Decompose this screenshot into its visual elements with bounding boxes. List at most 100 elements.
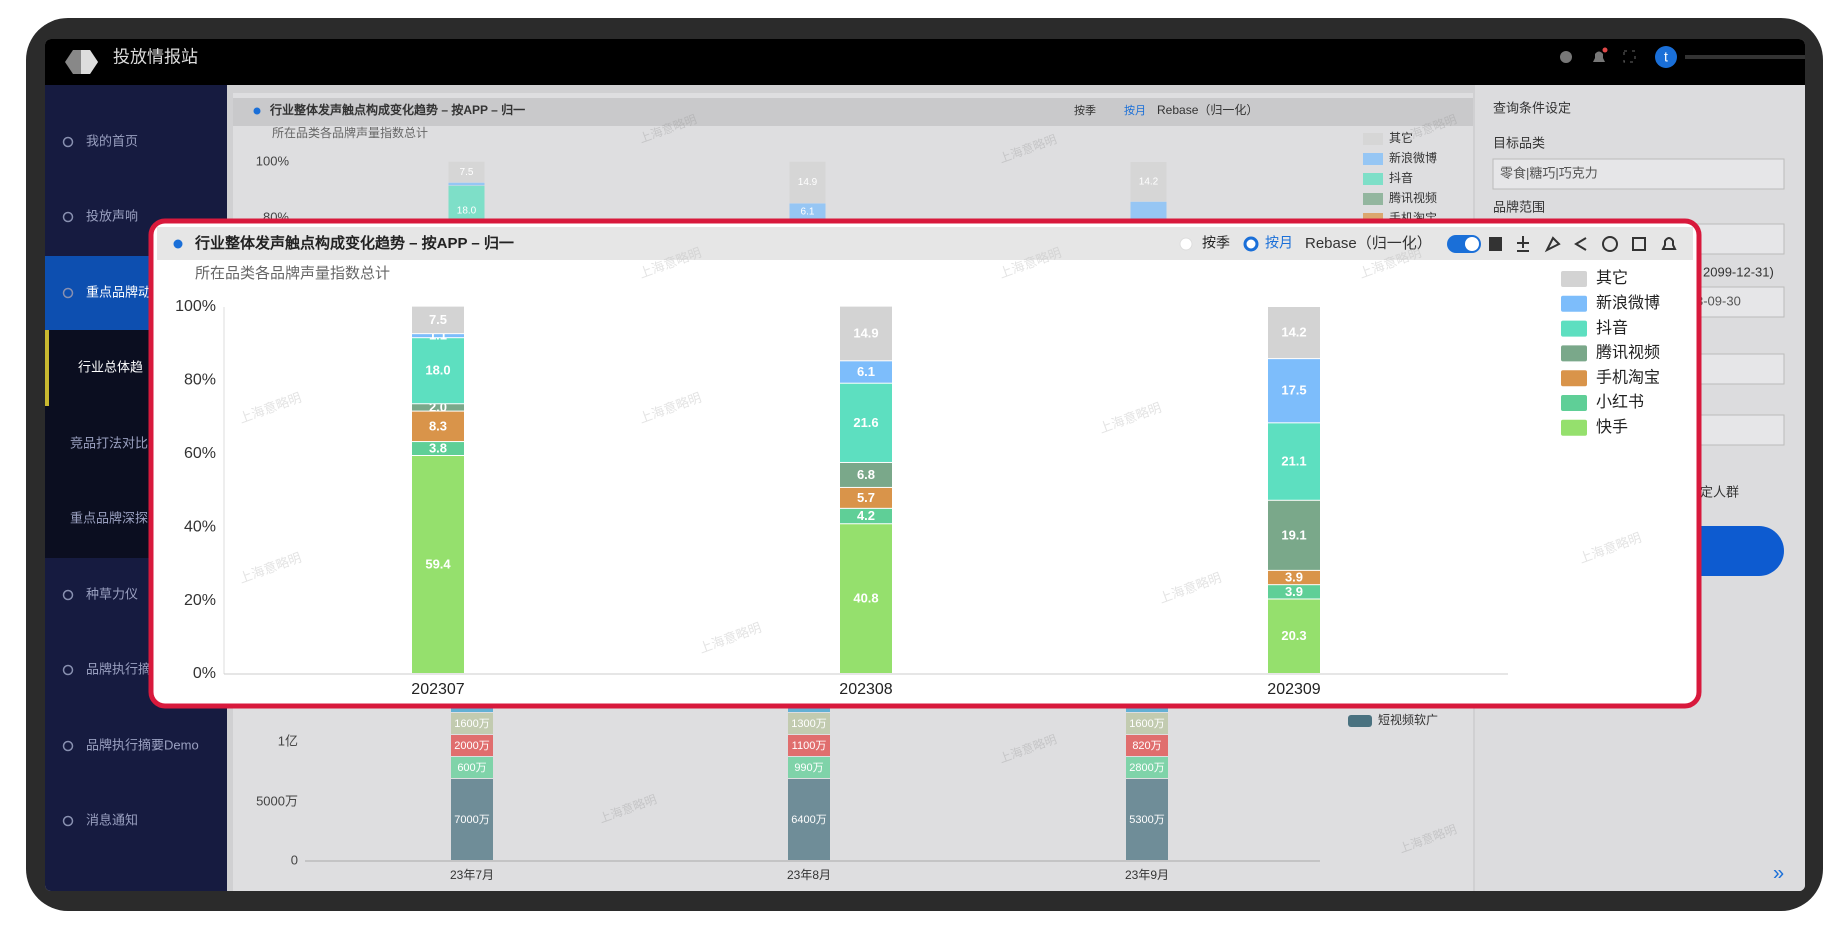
badge [1602, 47, 1608, 53]
bg2-legend-swatch [1348, 715, 1372, 727]
bg-bar-segment [448, 182, 485, 186]
menu-item[interactable]: 种草力仪 [86, 586, 138, 601]
bg-bar-segment [789, 161, 826, 203]
panel-crowd: 定人群 [1700, 484, 1739, 499]
avatar[interactable] [1655, 46, 1677, 68]
bg2-segment [788, 735, 830, 756]
bg2-y-tick-label: 5000万 [256, 793, 298, 808]
control: 按季 [1202, 235, 1230, 251]
bar-segment [412, 334, 464, 338]
bg-legend-swatch [1363, 153, 1383, 165]
y-tick-label: 60% [184, 445, 216, 462]
toggle-knob [1465, 237, 1479, 251]
radio-checked[interactable] [1243, 236, 1259, 252]
menu-item[interactable]: 我的首页 [86, 133, 138, 148]
bar-segment [1268, 570, 1320, 585]
bar-segment [412, 306, 464, 334]
bg2-segment [451, 779, 493, 860]
control: Rebase（归一化） [1305, 235, 1432, 252]
legend-label: 快手 [1596, 418, 1628, 436]
bg2-segment-label: 2000万 [454, 740, 489, 752]
bg2-segment [788, 779, 830, 860]
bg-legend-label: 抖音 [1389, 170, 1413, 185]
y-tick-label: 100% [175, 298, 216, 315]
popup-frame [148, 218, 1702, 709]
bar-segment [840, 306, 892, 361]
title-dot [173, 239, 183, 249]
bar-value-label: 40.8 [853, 591, 878, 606]
sidebar-marker [45, 330, 49, 406]
popup-header [157, 227, 1693, 260]
download-icon[interactable] [1517, 236, 1529, 252]
bar-value-label: 14.9 [853, 325, 878, 340]
bar-value-label: 7.5 [429, 312, 447, 327]
icon[interactable] [1489, 237, 1502, 251]
bell-icon[interactable] [1593, 51, 1605, 63]
user-name [1685, 55, 1805, 59]
bg2-segment-label: 600万 [457, 762, 486, 774]
bar-value-label: 5.7 [857, 490, 875, 505]
y-tick-label: 20% [184, 592, 216, 609]
bg2-segment [788, 713, 830, 734]
bg2-segment-label: 1600万 [1129, 718, 1164, 730]
bg2-segment-label: 2800万 [1129, 762, 1164, 774]
menu-item[interactable]: 品牌执行摘要Demo [86, 737, 199, 752]
bar-value-label: 6.1 [857, 364, 875, 379]
bg2-segment [1126, 713, 1168, 734]
bar-value-label: 59.4 [425, 556, 451, 571]
legend-label: 抖音 [1596, 319, 1628, 337]
bar-segment [1268, 585, 1320, 599]
share-icon[interactable] [1574, 237, 1587, 251]
menu-item[interactable]: 行业总体趋 [78, 359, 143, 374]
bar-segment [412, 338, 464, 404]
bg2-x-label: 23年8月 [787, 868, 831, 882]
bar-value-label: 4.2 [857, 508, 875, 523]
bar-segment [1268, 423, 1320, 500]
legend-label: 腾讯视频 [1596, 344, 1660, 362]
bg-control: Rebase（归一化） [1157, 103, 1258, 117]
bg2-segment-label: 6400万 [791, 814, 826, 826]
bg-control: 按季 [1074, 103, 1096, 117]
radio[interactable] [1179, 237, 1193, 251]
bar-segment [1268, 599, 1320, 673]
bar-segment [840, 383, 892, 462]
bg-legend-label: 新浪微博 [1389, 150, 1437, 165]
logo [81, 50, 98, 74]
legend-label: 新浪微博 [1596, 294, 1660, 312]
menu-icon [62, 740, 74, 752]
select[interactable] [1492, 158, 1785, 190]
legend-label: 小红书 [1596, 393, 1644, 411]
menu-item[interactable]: 消息通知 [86, 812, 138, 827]
panel-date-end: 2099-12-31) [1703, 264, 1774, 279]
menu-item[interactable]: 品牌执行摘 [86, 661, 151, 676]
pin-icon[interactable] [1544, 236, 1561, 253]
bar-segment [412, 411, 464, 442]
help-icon[interactable] [1560, 51, 1572, 63]
bg2-segment [1126, 779, 1168, 860]
fullscreen-icon[interactable] [1623, 50, 1636, 63]
panel-brand-label: 品牌范围 [1493, 199, 1545, 214]
chart-title: 行业整体发声触点构成变化趋势 – 按APP – 归一 [194, 234, 514, 252]
bg-bar-label: 7.5 [460, 167, 474, 178]
menu-item[interactable]: 重点品牌动 [86, 284, 151, 299]
bg-bar-segment [789, 203, 826, 221]
help-icon[interactable] [1602, 236, 1618, 252]
popup: 行业整体发声触点构成变化趋势 – 按APP – 归一 按季 按月 Rebase（归一化… [148, 218, 1702, 709]
bar-segment [840, 487, 892, 508]
bell-icon[interactable] [1661, 237, 1677, 250]
bar-segment [412, 442, 464, 456]
bg-legend-swatch [1363, 173, 1383, 185]
control: 按月 [1265, 235, 1293, 251]
bg-chart-subtitle: 所在品类各品牌声量指数总计 [272, 125, 428, 140]
y-tick-label: 80% [184, 372, 216, 389]
menu-item[interactable]: 竞品打法对比 [70, 435, 148, 450]
menu-item[interactable]: 投放声响 [86, 208, 138, 223]
bg2-segment-label: 5300万 [1129, 814, 1164, 826]
chart-subtitle: 所在品类各品牌声量指数总计 [195, 264, 390, 282]
menu-item[interactable]: 重点品牌深探 [70, 510, 148, 525]
edit-icon[interactable] [1632, 237, 1646, 251]
bg2-segment-label: 990万 [794, 762, 823, 774]
bg2-segment [451, 735, 493, 756]
bg2-x-label: 23年9月 [1125, 868, 1169, 882]
